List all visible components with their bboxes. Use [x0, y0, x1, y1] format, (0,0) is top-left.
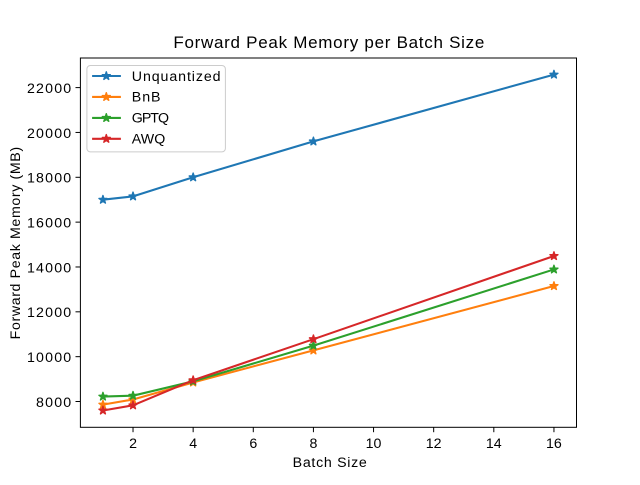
svg-text:10: 10: [366, 436, 382, 452]
svg-text:8000: 8000: [36, 395, 72, 411]
svg-text:14000: 14000: [27, 260, 72, 276]
svg-text:18000: 18000: [27, 171, 72, 187]
svg-text:Forward Peak Memory (MB): Forward Peak Memory (MB): [8, 146, 24, 339]
svg-text:10000: 10000: [27, 350, 72, 366]
svg-text:Batch Size: Batch Size: [293, 455, 368, 471]
svg-text:16: 16: [546, 436, 562, 452]
svg-text:8: 8: [309, 436, 317, 452]
svg-text:AWQ: AWQ: [132, 132, 166, 148]
svg-text:14: 14: [486, 436, 502, 452]
svg-text:20000: 20000: [27, 126, 72, 142]
svg-text:Forward Peak Memory per Batch: Forward Peak Memory per Batch Size: [173, 33, 485, 52]
svg-text:6: 6: [249, 436, 257, 452]
svg-text:12000: 12000: [27, 305, 72, 321]
svg-text:4: 4: [189, 436, 197, 452]
svg-text:2: 2: [129, 436, 137, 452]
svg-text:BnB: BnB: [132, 90, 162, 106]
svg-text:12: 12: [426, 436, 442, 452]
svg-text:22000: 22000: [27, 81, 72, 97]
svg-text:Unquantized: Unquantized: [132, 69, 222, 85]
svg-text:16000: 16000: [27, 216, 72, 232]
svg-text:GPTQ: GPTQ: [132, 111, 169, 127]
